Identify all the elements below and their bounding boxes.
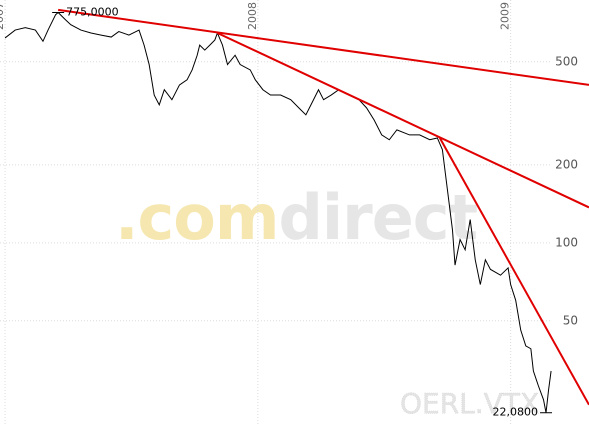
x-tick-label: 2008 [246, 2, 259, 30]
trendline [438, 137, 589, 406]
annotation-label: 22,0800 [493, 406, 539, 419]
y-tick-label: 50 [563, 313, 578, 327]
x-tick-label: 2009 [499, 2, 512, 30]
y-tick-label: 500 [555, 54, 578, 68]
trendline [58, 8, 589, 86]
price-line [4, 11, 552, 413]
symbol-watermark: OERL.VTX [400, 387, 539, 420]
y-tick-label: 200 [555, 157, 578, 171]
watermark-name: direct [279, 181, 478, 254]
trendline [216, 32, 589, 209]
watermark-prefix: .com [115, 181, 279, 254]
y-tick-label: 100 [555, 235, 578, 249]
annotation-label: 775,0000 [66, 5, 119, 18]
x-tick-label: 2007 [0, 2, 6, 30]
watermark: .comdirect [115, 181, 478, 254]
